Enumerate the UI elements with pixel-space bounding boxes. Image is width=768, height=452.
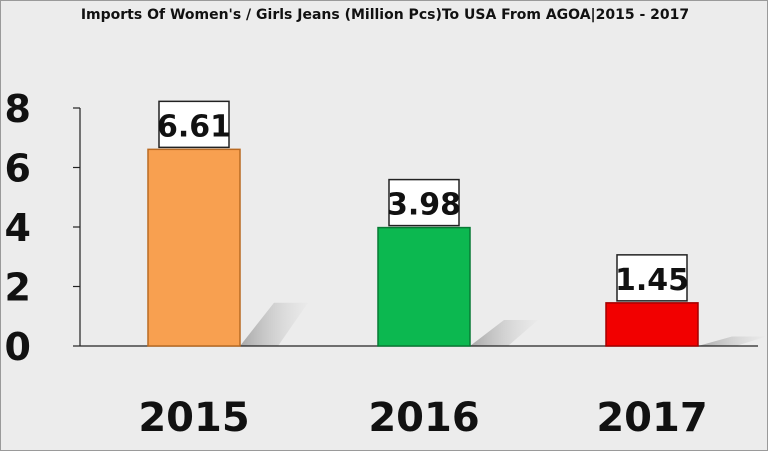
x-tick-labels: 2015 2016 2017: [138, 395, 707, 441]
value-label: 6.61: [157, 109, 231, 144]
bar-2015: [147, 148, 241, 347]
y-tick-label: 8: [5, 87, 31, 131]
bar-shadow: [470, 319, 538, 346]
chart-title: Imports Of Women's / Girls Jeans (Millio…: [80, 7, 690, 23]
bar-2017: [605, 302, 699, 347]
y-tick-label: 6: [5, 147, 31, 191]
value-label-box: [158, 100, 230, 149]
y-tick-label: 0: [5, 325, 31, 369]
x-tick-label: 2015: [138, 395, 249, 441]
value-label: 3.98: [387, 188, 461, 223]
bar-2016: [377, 226, 471, 347]
value-label: 1.45: [615, 263, 689, 298]
y-tick-labels: 0 2 4 6 8: [5, 87, 31, 369]
x-tick-label: 2016: [368, 395, 479, 441]
bars: [147, 148, 699, 347]
value-label-box: [388, 178, 460, 227]
y-tick-label: 2: [5, 266, 31, 310]
bar-shadow: [240, 302, 308, 346]
y-tick-label: 4: [5, 206, 31, 250]
value-labels: 6.61 3.98 1.45: [157, 100, 689, 302]
bar-shadows: [240, 302, 766, 346]
bar-shadow: [698, 336, 766, 346]
x-tick-label: 2017: [596, 395, 707, 441]
value-label-box: [616, 254, 688, 302]
